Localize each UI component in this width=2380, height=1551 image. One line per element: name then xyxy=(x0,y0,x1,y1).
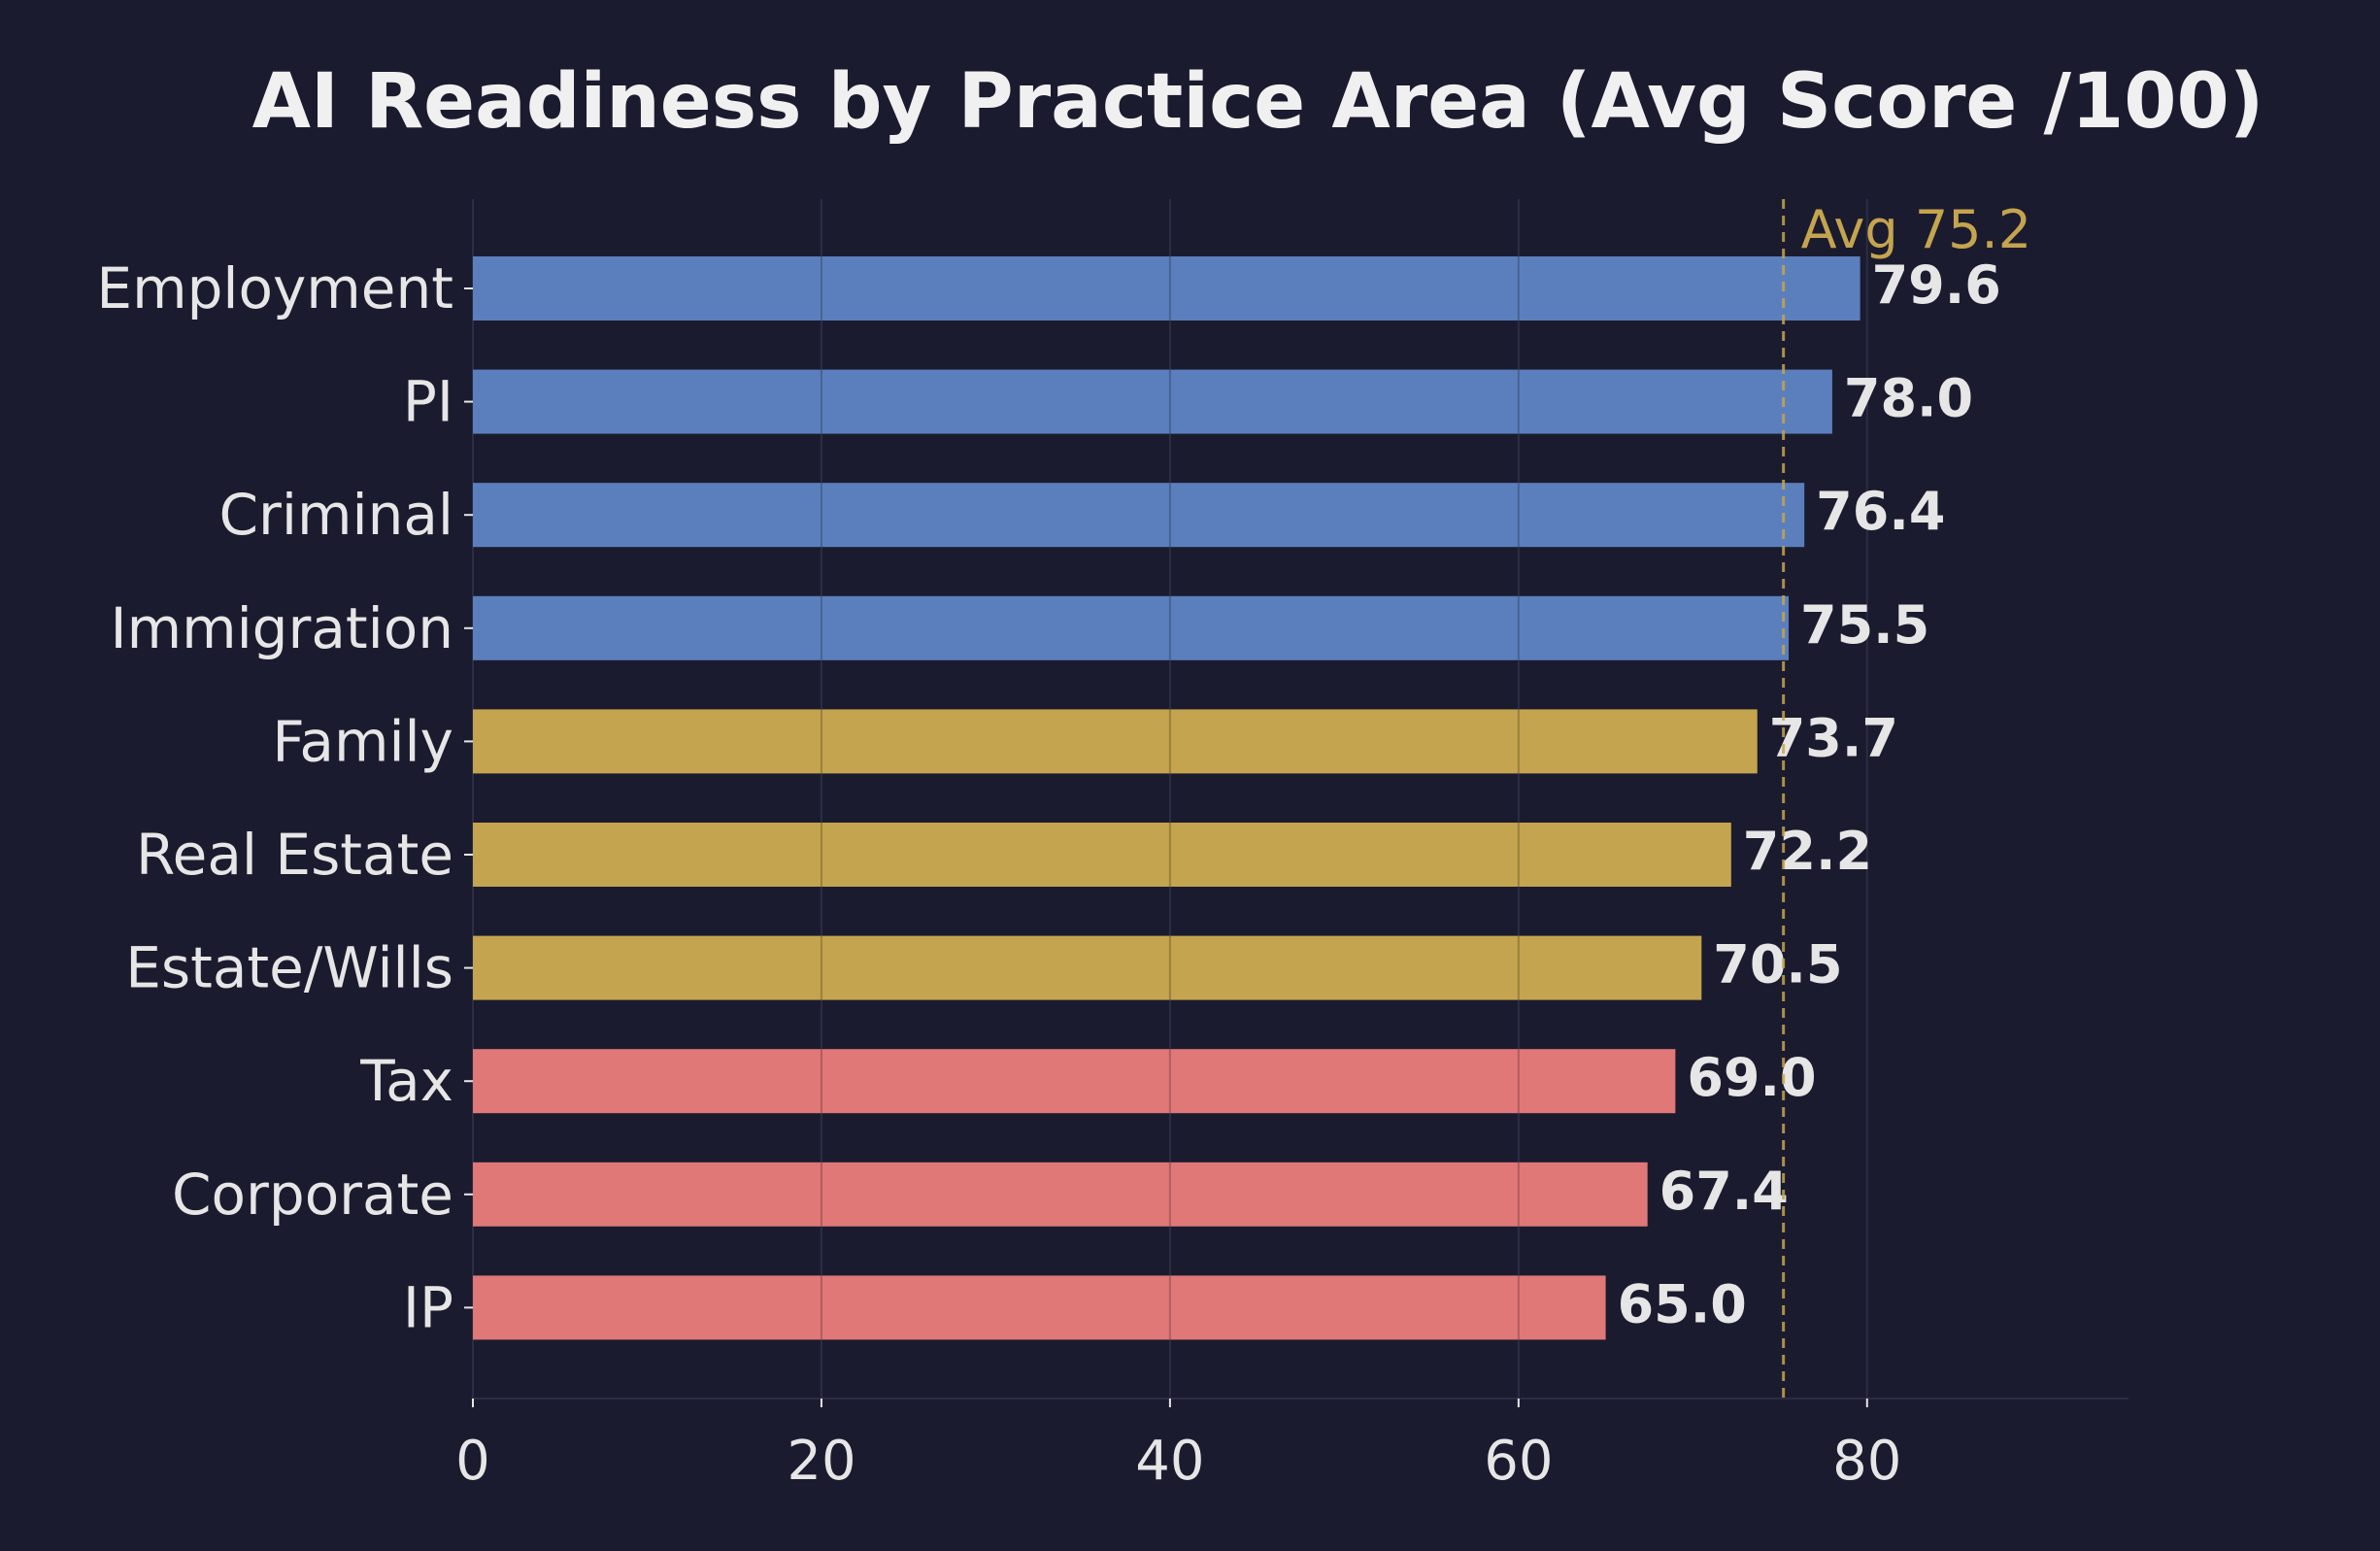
category-label: Estate/Wills xyxy=(125,935,453,1001)
category-label: Tax xyxy=(359,1048,453,1114)
bar xyxy=(473,369,1832,434)
x-tick-label: 80 xyxy=(1832,1430,1901,1493)
x-tick-label: 20 xyxy=(787,1430,855,1493)
category-label: Criminal xyxy=(219,482,454,548)
value-label: 75.5 xyxy=(1800,594,1929,656)
bar xyxy=(473,256,1860,320)
category-label: IP xyxy=(403,1274,453,1340)
value-label: 69.0 xyxy=(1687,1047,1816,1108)
value-label: 67.4 xyxy=(1659,1161,1789,1222)
chart-title: AI Readiness by Practice Area (Avg Score… xyxy=(251,58,2264,146)
bar xyxy=(473,1275,1606,1340)
average-reference-label: Avg 75.2 xyxy=(1801,199,2031,260)
value-label: 65.0 xyxy=(1618,1273,1747,1334)
x-tick-label: 40 xyxy=(1135,1430,1204,1493)
category-label: Corporate xyxy=(172,1162,453,1228)
bar xyxy=(473,1049,1676,1114)
category-label: Employment xyxy=(96,255,453,321)
category-label: Real Estate xyxy=(136,822,453,888)
category-label: Immigration xyxy=(110,595,453,661)
x-tick-label: 60 xyxy=(1484,1430,1553,1493)
value-label: 73.7 xyxy=(1769,707,1898,768)
x-tick-label: 0 xyxy=(455,1430,490,1493)
bar xyxy=(473,595,1790,660)
bar xyxy=(473,823,1731,887)
bar xyxy=(473,935,1702,1000)
value-label: 72.2 xyxy=(1743,821,1872,882)
value-label: 78.0 xyxy=(1844,368,1973,429)
bar xyxy=(473,1162,1648,1227)
value-label: 70.5 xyxy=(1713,934,1842,995)
category-label: Family xyxy=(272,708,453,774)
category-label: PI xyxy=(403,369,453,435)
value-label: 76.4 xyxy=(1816,481,1945,542)
value-label: 79.6 xyxy=(1872,254,2001,316)
bar xyxy=(473,483,1805,548)
bar xyxy=(473,709,1758,774)
